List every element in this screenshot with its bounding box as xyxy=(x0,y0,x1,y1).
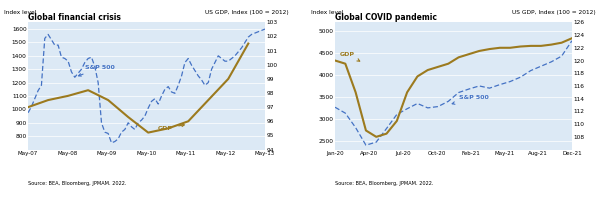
Text: S&P 500: S&P 500 xyxy=(452,95,488,104)
Text: GDP: GDP xyxy=(158,124,184,131)
Text: US GDP, Index (100 = 2012): US GDP, Index (100 = 2012) xyxy=(512,10,596,15)
Text: Global financial crisis: Global financial crisis xyxy=(28,13,121,22)
Text: Source: BEA, Bloomberg, JPMAM. 2022.: Source: BEA, Bloomberg, JPMAM. 2022. xyxy=(28,181,127,186)
Text: Index level: Index level xyxy=(311,10,344,15)
Text: S&P 500: S&P 500 xyxy=(79,65,115,76)
Text: GDP: GDP xyxy=(340,52,360,61)
Text: Source: BEA, Bloomberg, JPMAM. 2022.: Source: BEA, Bloomberg, JPMAM. 2022. xyxy=(335,181,434,186)
Text: US GDP, Index (100 = 2012): US GDP, Index (100 = 2012) xyxy=(205,10,289,15)
Text: Index level: Index level xyxy=(4,10,37,15)
Text: Global COVID pandemic: Global COVID pandemic xyxy=(335,13,437,22)
